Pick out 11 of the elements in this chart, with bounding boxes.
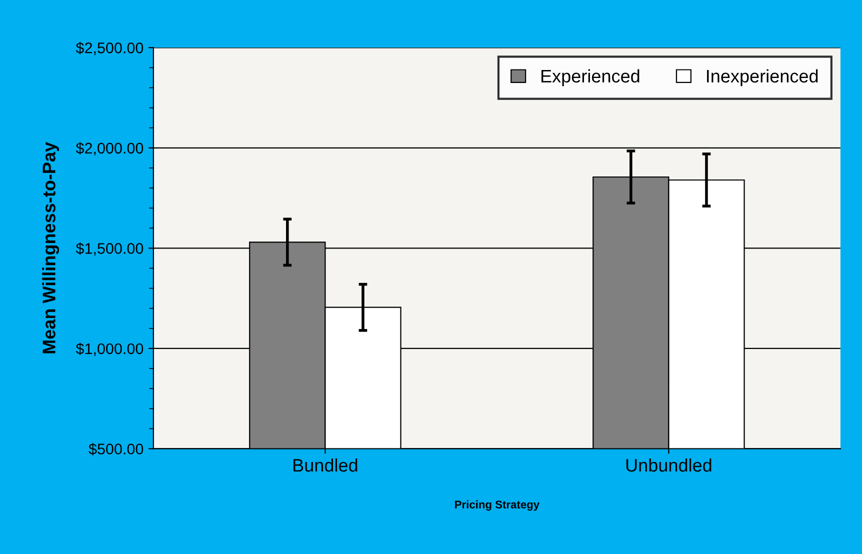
y-tick-label: $2,500.00 (76, 42, 144, 56)
x-axis-title: Pricing Strategy (455, 500, 540, 511)
x-tick-label: Bundled (294, 458, 358, 472)
y-tick-label: $1,000.00 (76, 342, 144, 356)
x-tick-label: Unbundled (626, 458, 712, 472)
legend-label: Inexperienced (707, 69, 818, 86)
y-tick-label: $2,000.00 (76, 142, 144, 156)
legend-label: Experienced (541, 69, 640, 86)
y-axis-title: Mean Willingness-to-Pay (42, 142, 60, 354)
y-tick-label: $500.00 (88, 442, 144, 456)
y-tick-label: $1,500.00 (76, 242, 144, 256)
